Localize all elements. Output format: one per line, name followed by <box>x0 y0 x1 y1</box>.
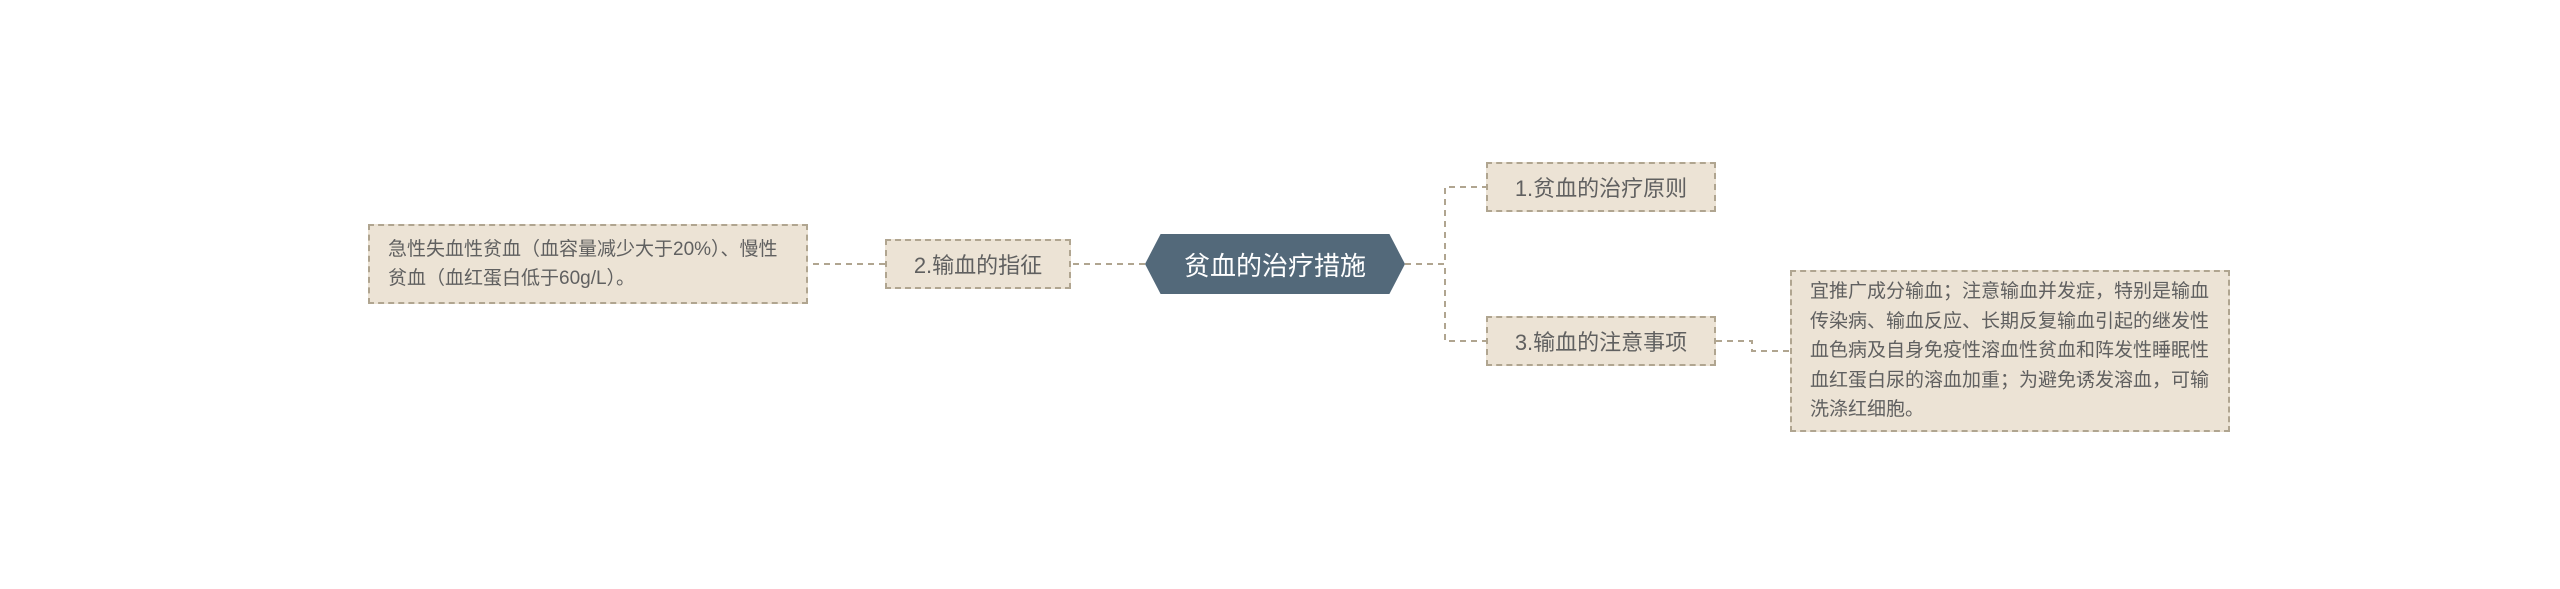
branch-3-label: 3.输血的注意事项 <box>1515 325 1687 357</box>
branch-2-label: 2.输血的指征 <box>914 248 1042 280</box>
branch-3-detail-text: 宜推广成分输血；注意输血并发症，特别是输血传染病、输血反应、长期反复输血引起的继… <box>1810 277 2210 424</box>
branch-1-label: 1.贫血的治疗原则 <box>1515 171 1687 203</box>
branch-2-detail: 急性失血性贫血（血容量减少大于20%）、慢性贫血（血红蛋白低于60g/L）。 <box>368 224 808 304</box>
center-label: 贫血的治疗措施 <box>1184 246 1366 283</box>
branch-node-1: 1.贫血的治疗原则 <box>1486 162 1716 212</box>
branch-node-3: 3.输血的注意事项 <box>1486 316 1716 366</box>
branch-3-detail: 宜推广成分输血；注意输血并发症，特别是输血传染病、输血反应、长期反复输血引起的继… <box>1790 270 2230 432</box>
branch-node-2: 2.输血的指征 <box>885 239 1071 289</box>
center-node: 贫血的治疗措施 <box>1145 234 1405 294</box>
branch-2-detail-text: 急性失血性贫血（血容量减少大于20%）、慢性贫血（血红蛋白低于60g/L）。 <box>388 235 788 294</box>
